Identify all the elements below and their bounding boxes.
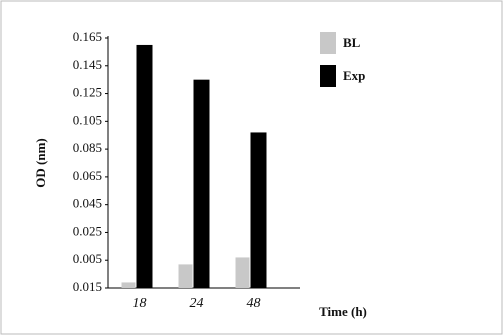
x-tick-label: 48	[247, 296, 261, 311]
y-tick-label: 0.125	[73, 85, 102, 100]
bar	[121, 282, 136, 288]
y-tick-label: 0.025	[73, 223, 102, 238]
bar	[136, 44, 153, 288]
bar	[178, 264, 193, 288]
y-tick-label: 0.105	[73, 112, 102, 127]
x-tick-label: 24	[190, 296, 204, 311]
y-tick-label: 0.145	[73, 57, 102, 72]
y-tick-label: 0.045	[73, 196, 102, 211]
y-tick-label: 0.015	[73, 279, 102, 294]
x-tick-label: 18	[133, 296, 147, 311]
x-axis-label: Time (h)	[319, 304, 367, 319]
legend-swatch	[320, 32, 336, 54]
y-tick-label: 0.065	[73, 168, 102, 183]
y-tick-label: 0.165	[73, 29, 102, 44]
legend-label: BL	[343, 35, 361, 50]
y-tick-label: 0.005	[73, 251, 102, 266]
y-tick-label: 0.085	[73, 140, 102, 155]
bar	[250, 132, 267, 288]
bar	[235, 257, 250, 288]
y-axis-label: OD (nm)	[33, 138, 48, 187]
bar	[193, 79, 210, 289]
legend-swatch	[320, 65, 336, 87]
legend-label: Exp	[343, 68, 365, 83]
